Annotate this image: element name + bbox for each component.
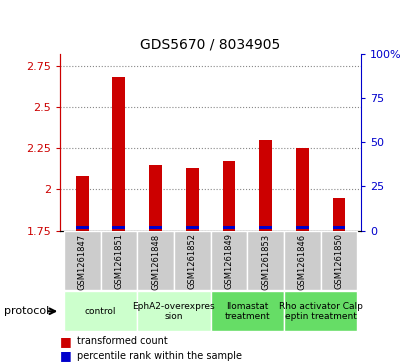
Bar [259,225,272,229]
Bar [296,148,309,231]
Bar [64,231,100,290]
Text: percentile rank within the sample: percentile rank within the sample [77,351,242,361]
Bar [137,291,211,331]
Bar [247,231,284,290]
Text: GSM1261849: GSM1261849 [225,233,234,290]
Text: Ilomastat
treatment: Ilomastat treatment [225,302,270,321]
Bar [321,231,357,290]
Bar [284,231,321,290]
Bar [332,225,345,229]
Text: EphA2-overexpres
sion: EphA2-overexpres sion [133,302,215,321]
Title: GDS5670 / 8034905: GDS5670 / 8034905 [141,38,281,52]
Bar [112,77,125,231]
Text: GSM1261848: GSM1261848 [151,233,160,290]
Bar [211,291,284,331]
Bar [186,225,199,229]
Text: protocol: protocol [4,306,49,316]
Bar [76,225,89,229]
Bar [296,225,309,229]
Text: control: control [85,307,116,316]
Text: ■: ■ [60,349,72,362]
Bar [137,231,174,290]
Text: GSM1261852: GSM1261852 [188,233,197,290]
Text: GSM1261853: GSM1261853 [261,233,270,290]
Bar [64,291,137,331]
Bar [332,197,345,231]
Bar [211,231,247,290]
Text: GSM1261851: GSM1261851 [115,233,123,290]
Text: transformed count: transformed count [77,336,168,346]
Text: GSM1261850: GSM1261850 [334,233,344,290]
Text: GSM1261847: GSM1261847 [78,233,87,290]
Bar [174,231,210,290]
Bar [76,176,89,231]
Bar [222,225,235,229]
Bar [284,291,357,331]
Bar [149,225,162,229]
Bar [186,168,199,231]
Text: Rho activator Calp
eptin treatment: Rho activator Calp eptin treatment [279,302,363,321]
Bar [222,162,235,231]
Bar [100,231,137,290]
Bar [112,225,125,229]
Bar [259,140,272,231]
Text: GSM1261846: GSM1261846 [298,233,307,290]
Text: ■: ■ [60,335,72,348]
Bar [149,165,162,231]
